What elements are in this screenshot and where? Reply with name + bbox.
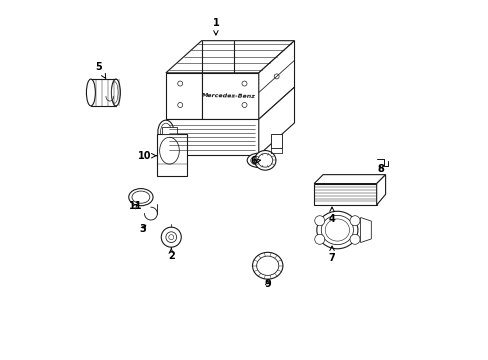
- Polygon shape: [157, 134, 187, 176]
- Polygon shape: [165, 41, 294, 73]
- Polygon shape: [271, 134, 282, 148]
- Polygon shape: [313, 184, 376, 205]
- Ellipse shape: [132, 191, 149, 203]
- Polygon shape: [313, 175, 385, 184]
- Text: 7: 7: [328, 246, 335, 263]
- Ellipse shape: [246, 153, 270, 167]
- Ellipse shape: [160, 123, 171, 140]
- Polygon shape: [376, 175, 385, 205]
- Text: 11: 11: [128, 201, 142, 211]
- Ellipse shape: [86, 79, 95, 106]
- Polygon shape: [162, 127, 177, 134]
- Polygon shape: [258, 87, 294, 155]
- Ellipse shape: [321, 215, 353, 245]
- Text: 9: 9: [264, 279, 270, 289]
- Text: 5: 5: [96, 63, 105, 78]
- Ellipse shape: [160, 137, 179, 164]
- Ellipse shape: [256, 256, 278, 275]
- Circle shape: [349, 216, 359, 226]
- Polygon shape: [360, 217, 370, 243]
- Circle shape: [161, 227, 181, 247]
- Text: 6: 6: [249, 157, 260, 166]
- Ellipse shape: [252, 252, 283, 279]
- Ellipse shape: [128, 189, 153, 206]
- Ellipse shape: [325, 219, 349, 241]
- Circle shape: [349, 234, 359, 244]
- Polygon shape: [258, 41, 294, 119]
- Ellipse shape: [257, 154, 272, 167]
- Polygon shape: [165, 119, 258, 155]
- Polygon shape: [165, 73, 201, 119]
- Circle shape: [314, 216, 324, 226]
- Polygon shape: [201, 73, 258, 119]
- Text: 4: 4: [328, 207, 335, 224]
- Text: 3: 3: [139, 224, 146, 234]
- Circle shape: [165, 232, 176, 243]
- Ellipse shape: [158, 120, 174, 143]
- Text: Mercedes-Benz: Mercedes-Benz: [201, 93, 255, 99]
- Ellipse shape: [250, 156, 266, 165]
- Text: 2: 2: [167, 248, 174, 261]
- Ellipse shape: [316, 211, 357, 249]
- Text: 8: 8: [377, 164, 384, 174]
- Text: 1: 1: [212, 18, 219, 35]
- Ellipse shape: [254, 150, 275, 170]
- Text: 10: 10: [138, 151, 157, 161]
- Ellipse shape: [111, 79, 120, 106]
- Circle shape: [314, 234, 324, 244]
- Ellipse shape: [111, 82, 118, 103]
